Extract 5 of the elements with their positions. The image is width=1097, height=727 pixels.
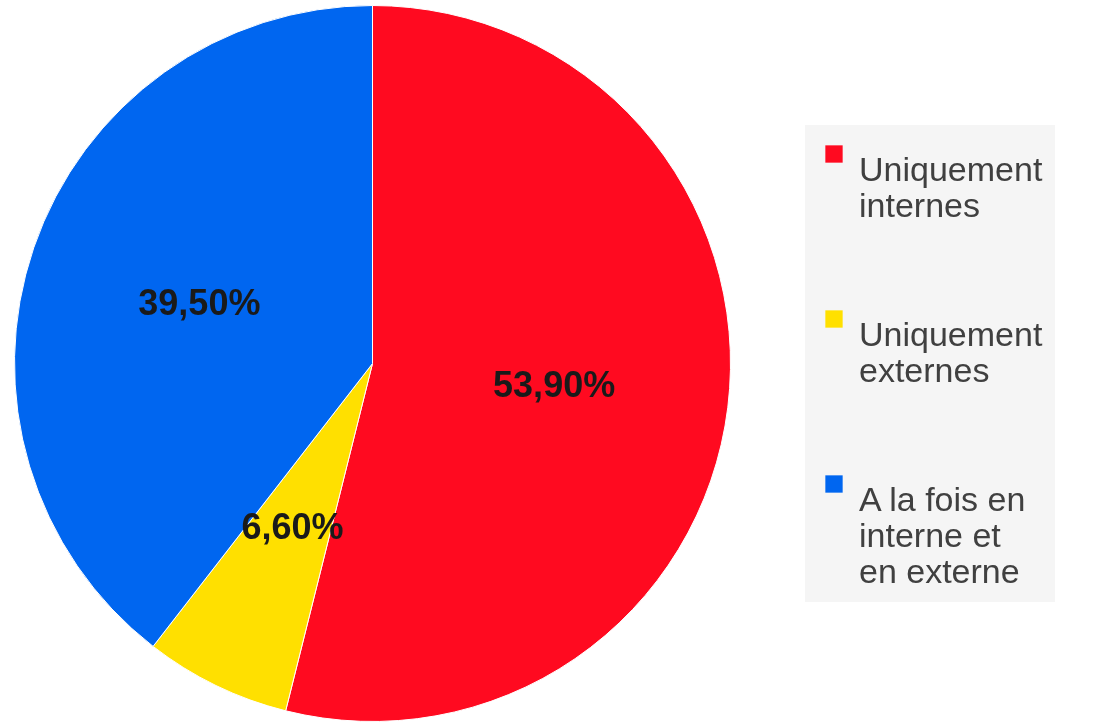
legend-label: A la fois en interne et en externe (859, 480, 1026, 590)
legend-label: Uniquement externes (859, 315, 1043, 389)
data-label: 39,50% (138, 282, 261, 324)
data-label: 53,90% (493, 363, 616, 405)
legend-label: Uniquement internes (859, 150, 1043, 224)
